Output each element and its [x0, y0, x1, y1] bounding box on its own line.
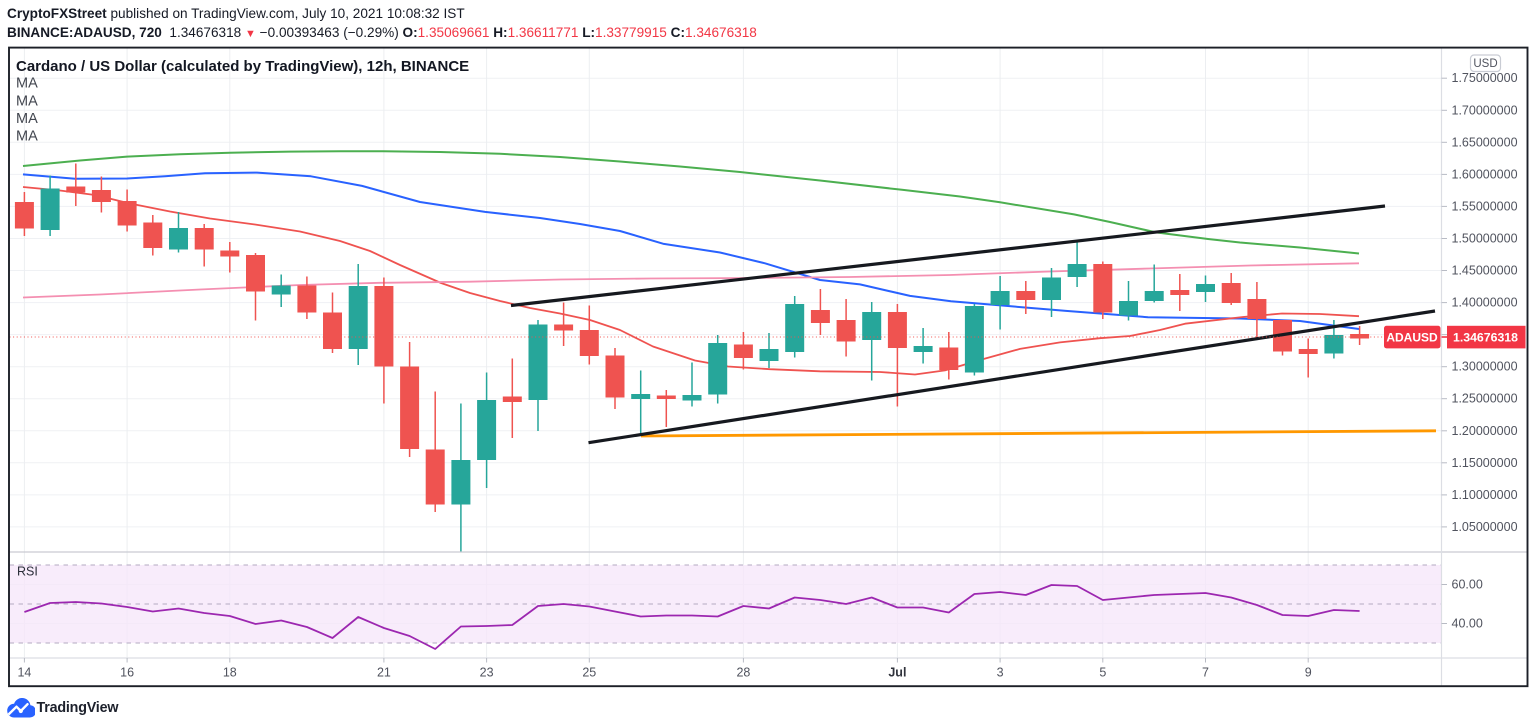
svg-text:1.75000000: 1.75000000	[1452, 71, 1518, 85]
svg-text:1.45000000: 1.45000000	[1452, 264, 1518, 278]
svg-text:Jul: Jul	[888, 666, 906, 680]
svg-text:1.30000000: 1.30000000	[1452, 360, 1518, 374]
svg-text:9: 9	[1305, 666, 1312, 680]
svg-text:MA: MA	[16, 76, 38, 92]
svg-text:1.40000000: 1.40000000	[1452, 296, 1518, 310]
svg-text:USD: USD	[1473, 58, 1497, 70]
svg-text:1.55000000: 1.55000000	[1452, 199, 1518, 213]
svg-text:RSI: RSI	[17, 565, 38, 579]
svg-text:60.00: 60.00	[1452, 578, 1483, 592]
svg-text:14: 14	[17, 666, 31, 680]
svg-text:Cardano / US Dollar (calculate: Cardano / US Dollar (calculated by Tradi…	[16, 58, 469, 75]
svg-text:18: 18	[223, 666, 237, 680]
svg-text:MA: MA	[16, 111, 38, 127]
svg-text:23: 23	[480, 666, 494, 680]
svg-text:1.70000000: 1.70000000	[1452, 103, 1518, 117]
svg-text:1.10000000: 1.10000000	[1452, 488, 1518, 502]
svg-text:28: 28	[736, 666, 750, 680]
svg-text:7: 7	[1202, 666, 1209, 680]
svg-text:3: 3	[997, 666, 1004, 680]
svg-text:25: 25	[582, 666, 596, 680]
svg-text:40.00: 40.00	[1452, 617, 1483, 631]
svg-text:1.05000000: 1.05000000	[1452, 520, 1518, 534]
svg-text:1.25000000: 1.25000000	[1452, 392, 1518, 406]
svg-text:1.50000000: 1.50000000	[1452, 232, 1518, 246]
svg-text:1.34676318: 1.34676318	[1453, 331, 1518, 345]
svg-text:1.15000000: 1.15000000	[1452, 456, 1518, 470]
svg-text:MA: MA	[16, 94, 38, 110]
svg-text:ADAUSD: ADAUSD	[1386, 331, 1438, 345]
svg-text:21: 21	[377, 666, 391, 680]
svg-text:5: 5	[1099, 666, 1106, 680]
svg-text:16: 16	[120, 666, 134, 680]
svg-text:1.60000000: 1.60000000	[1452, 167, 1518, 181]
svg-text:1.65000000: 1.65000000	[1452, 135, 1518, 149]
svg-text:MA: MA	[16, 129, 38, 145]
svg-text:1.20000000: 1.20000000	[1452, 424, 1518, 438]
